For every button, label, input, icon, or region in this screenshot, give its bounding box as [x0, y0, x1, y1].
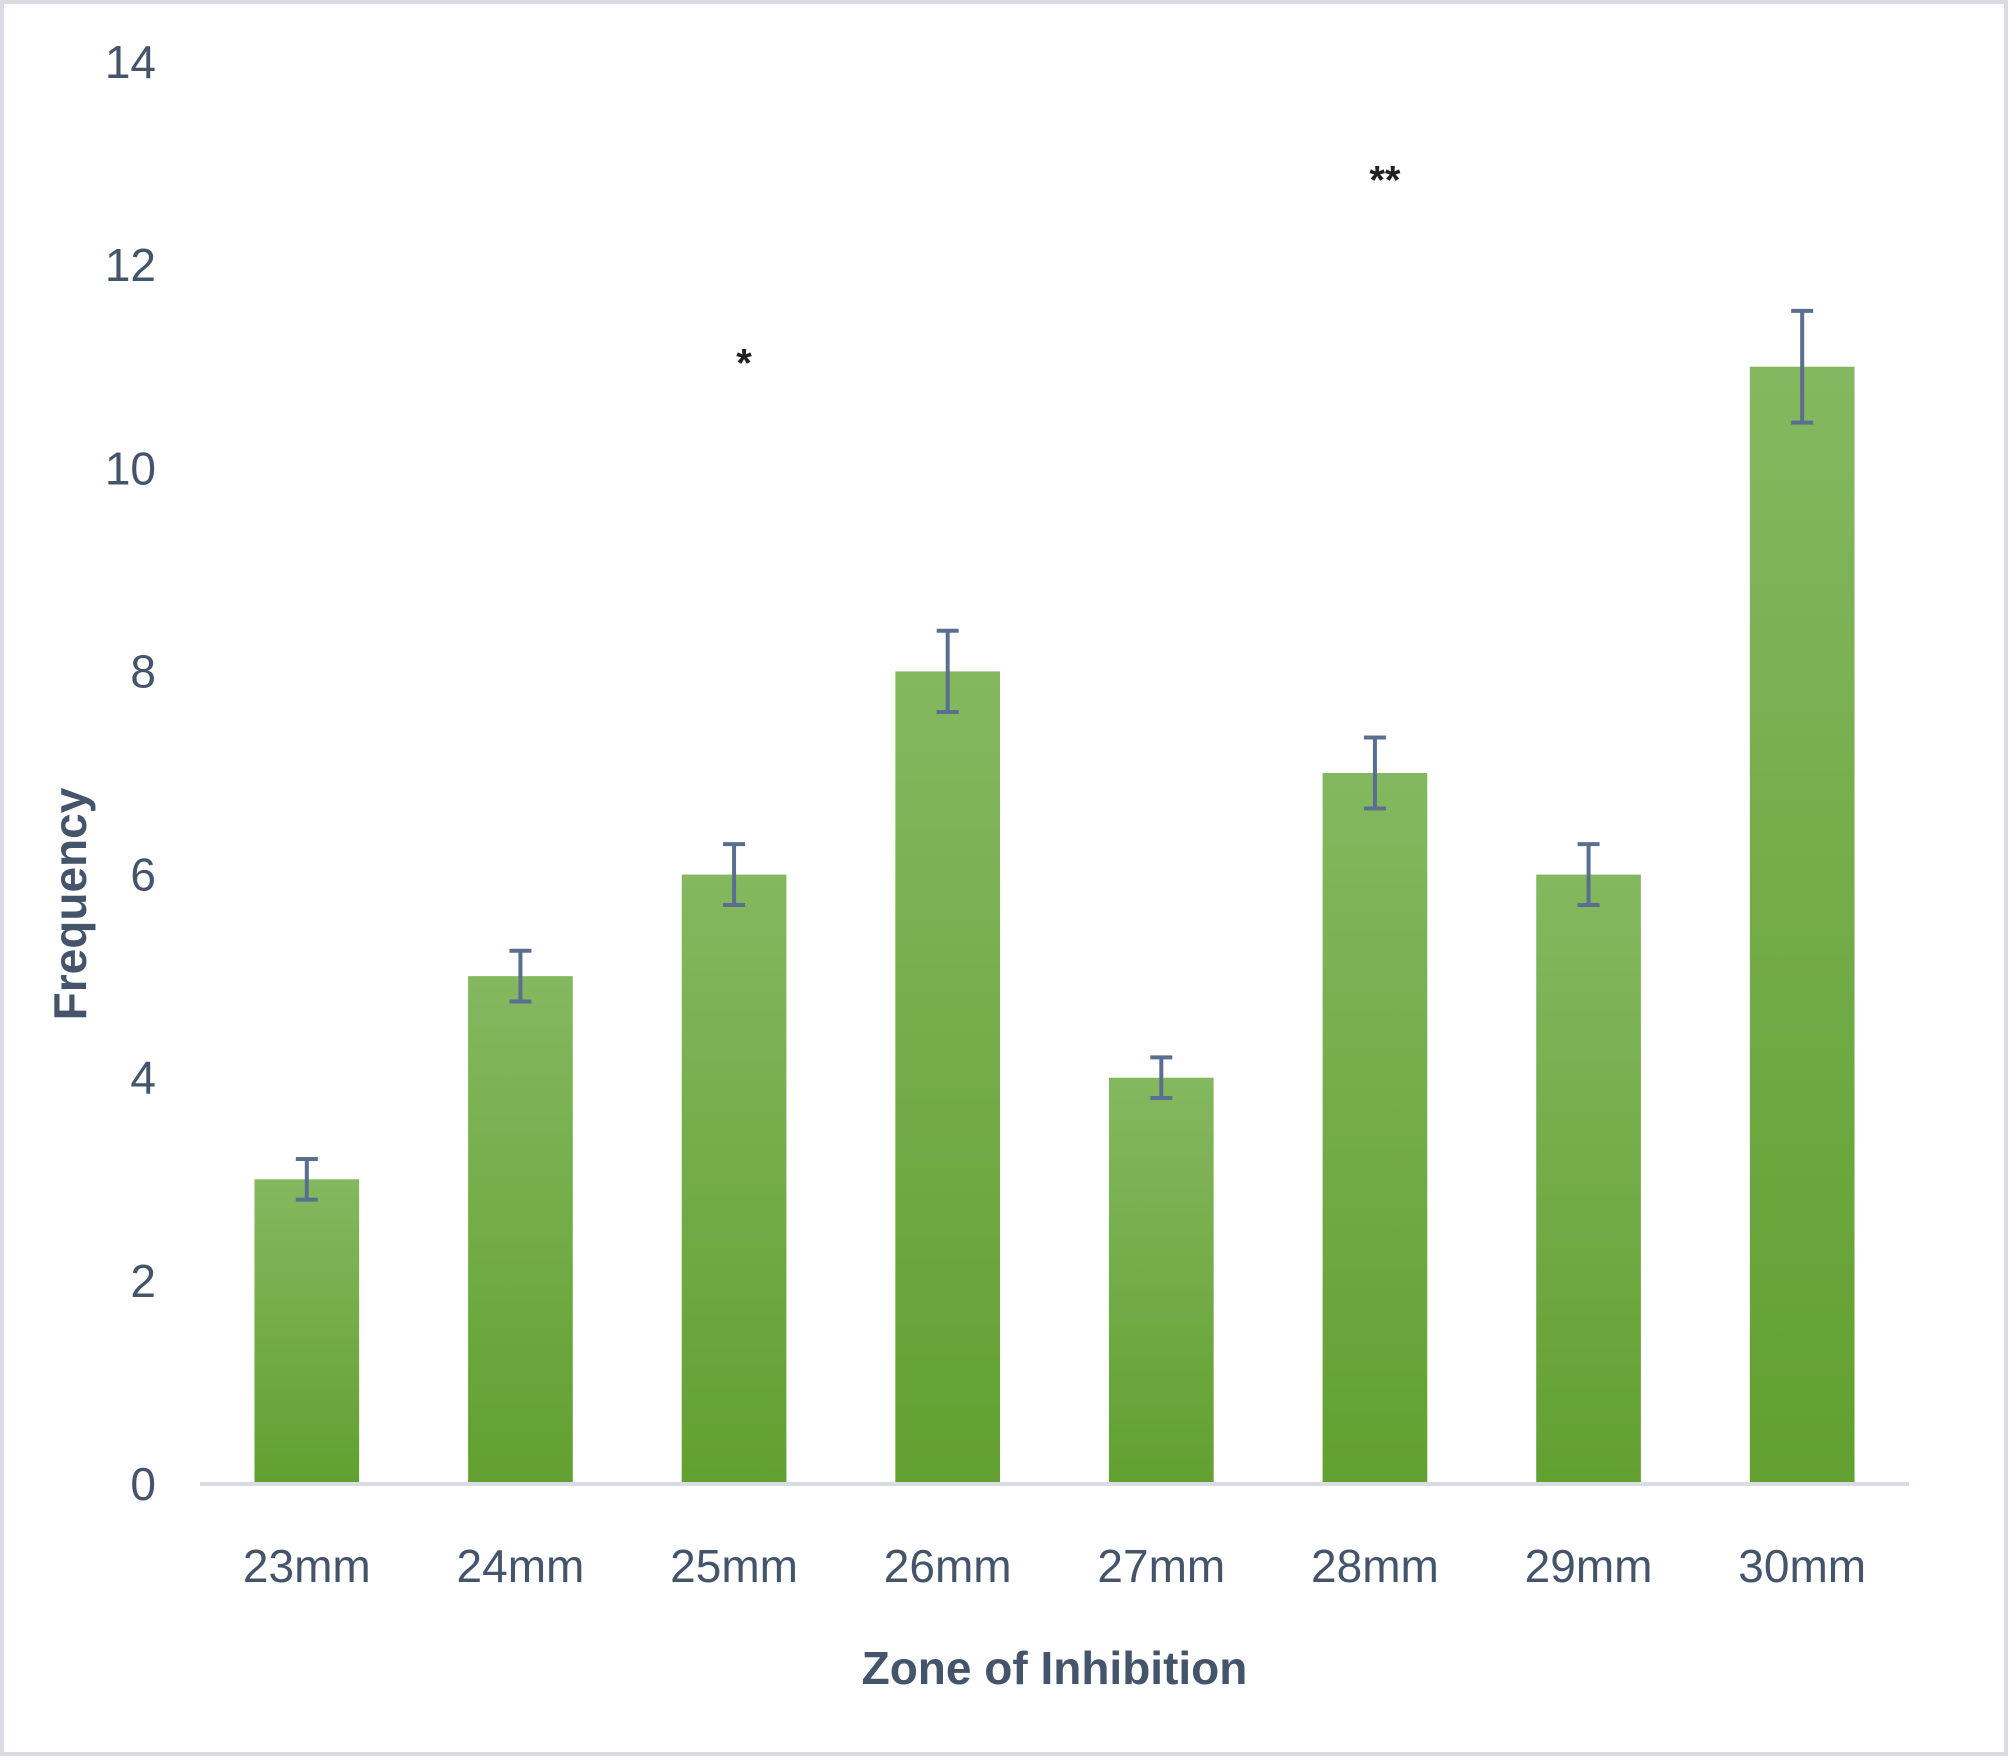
x-axis-title: Zone of Inhibition — [862, 1642, 1248, 1694]
error-bar-27mm — [1150, 1055, 1173, 1101]
error-bar-25mm — [723, 842, 746, 908]
bar-28mm — [1322, 773, 1428, 1484]
x-axis-ticks: 23mm 24mm 25mm 26mm 27mm 28mm 29mm 30mm — [243, 1540, 1866, 1592]
bar-30mm — [1749, 366, 1855, 1484]
y-tick-label: 14 — [105, 36, 156, 88]
x-tick-label: 27mm — [1097, 1540, 1225, 1592]
x-tick-label: 25mm — [670, 1540, 798, 1592]
bar-23mm — [254, 1179, 360, 1484]
bar-26mm — [895, 671, 1001, 1484]
x-tick-label: 23mm — [243, 1540, 371, 1592]
error-bar-24mm — [509, 948, 532, 1004]
error-bar-28mm — [1363, 735, 1386, 811]
x-tick-label: 26mm — [884, 1540, 1012, 1592]
y-axis-ticks: 0 2 4 6 8 10 12 14 — [105, 36, 156, 1510]
error-bar-23mm — [295, 1156, 318, 1202]
error-bar-26mm — [936, 628, 959, 715]
x-tick-label: 24mm — [457, 1540, 585, 1592]
y-tick-label: 0 — [130, 1458, 156, 1510]
y-tick-label: 10 — [105, 442, 156, 494]
y-tick-label: 4 — [130, 1052, 156, 1104]
bar-29mm — [1536, 874, 1641, 1484]
bar-25mm — [681, 874, 787, 1484]
x-tick-label: 30mm — [1738, 1540, 1866, 1592]
significance-marker: * — [736, 342, 752, 386]
y-tick-label: 2 — [130, 1255, 156, 1307]
annotations: *** — [736, 159, 1401, 386]
x-tick-label: 29mm — [1525, 1540, 1653, 1592]
bar-24mm — [468, 976, 573, 1484]
y-axis-title: Frequency — [44, 787, 96, 1020]
error-bar-29mm — [1577, 842, 1600, 908]
y-tick-label: 12 — [105, 239, 156, 291]
significance-marker: ** — [1369, 159, 1401, 203]
y-tick-label: 8 — [130, 645, 156, 697]
error-bars — [295, 308, 1814, 1202]
bar-27mm — [1108, 1077, 1214, 1484]
bars — [254, 366, 1855, 1484]
error-bar-30mm — [1791, 308, 1814, 425]
y-tick-label: 6 — [130, 849, 156, 901]
x-tick-label: 28mm — [1311, 1540, 1439, 1592]
bar-chart: 0 2 4 6 8 10 12 14 23mm 24mm 25mm 26mm 27mm 28mm 29mm… — [44, 36, 1909, 1694]
